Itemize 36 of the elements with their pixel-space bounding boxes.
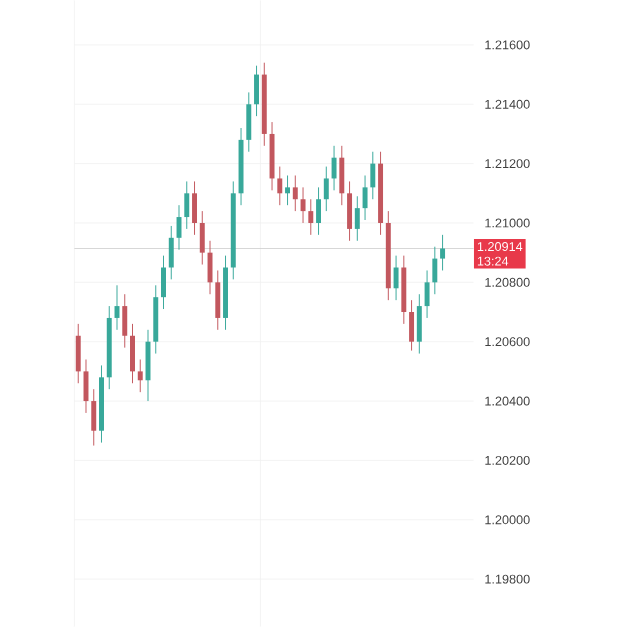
candlestick	[277, 166, 283, 206]
candlestick	[191, 180, 197, 236]
candlestick	[354, 195, 360, 242]
candlestick	[346, 180, 352, 242]
candlestick	[207, 240, 213, 295]
candlestick	[315, 186, 321, 236]
candlestick	[284, 175, 290, 206]
candlestick	[91, 388, 97, 447]
candlestick	[75, 323, 81, 384]
candlestick	[339, 145, 345, 206]
candlestick	[137, 359, 143, 393]
candlestick	[440, 234, 445, 271]
candlestick	[168, 225, 174, 280]
candlestick	[408, 299, 414, 352]
candlestick	[300, 186, 306, 224]
candlestick	[199, 210, 205, 266]
candlestick	[246, 91, 252, 153]
candlestick	[432, 246, 438, 295]
candlestick	[308, 198, 314, 236]
candlestick	[153, 284, 159, 355]
candlestick	[253, 65, 259, 117]
candlestick	[184, 180, 190, 230]
candlestick	[370, 151, 376, 200]
candlestick	[122, 293, 128, 349]
candlestick	[215, 269, 221, 331]
candlestick	[331, 145, 337, 191]
candlestick	[393, 255, 399, 301]
candlestick	[269, 121, 275, 191]
candlestick	[129, 323, 135, 384]
candlestick	[401, 255, 407, 325]
candlestick	[292, 175, 298, 212]
candlestick	[424, 269, 430, 319]
candlestick	[323, 166, 329, 212]
candlestick	[160, 255, 166, 310]
candlestick	[416, 293, 422, 355]
candlestick	[362, 175, 368, 221]
